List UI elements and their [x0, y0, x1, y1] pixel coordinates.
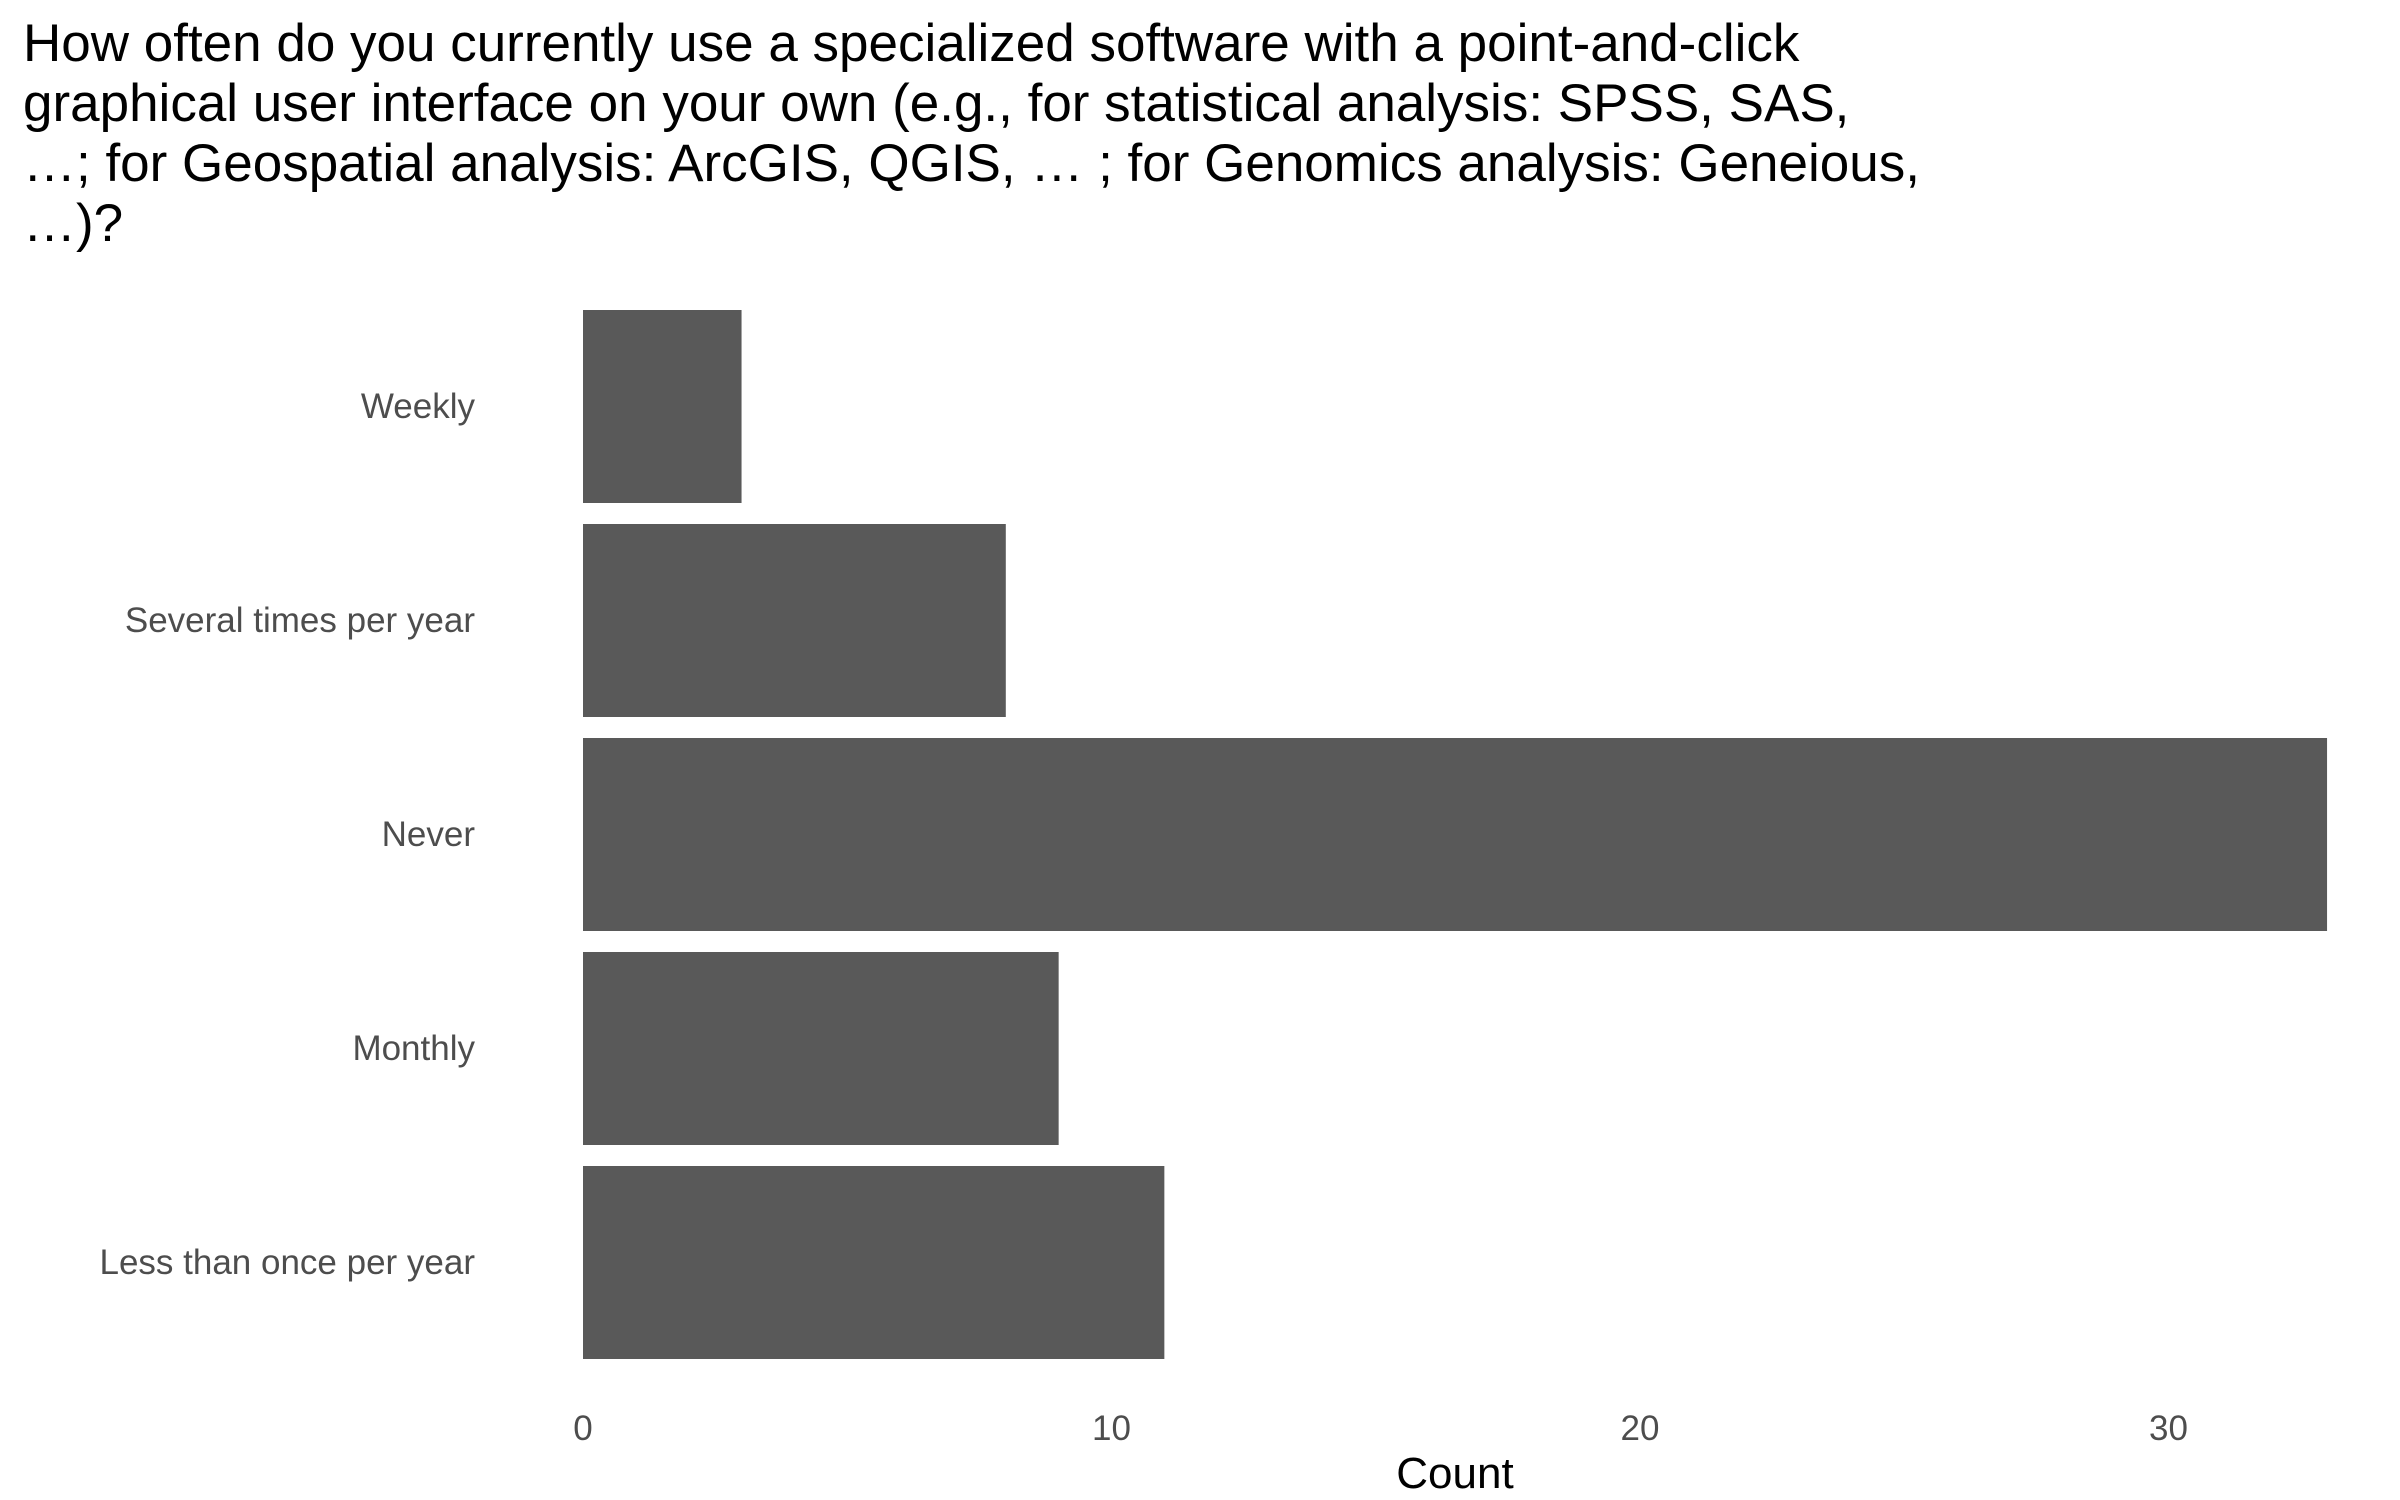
category-label: Never: [382, 815, 476, 854]
bar-several-times-per-year: [583, 524, 1006, 717]
category-label: Weekly: [361, 387, 476, 426]
bars-group: [583, 310, 2328, 1359]
chart-title: How often do you currently use a special…: [23, 14, 1920, 253]
x-tick-label: 10: [1092, 1409, 1131, 1448]
x-tick-label: 20: [1621, 1409, 1660, 1448]
category-label: Less than once per year: [99, 1243, 475, 1282]
category-label: Monthly: [352, 1029, 475, 1068]
bar-weekly: [583, 310, 742, 503]
x-tick-label: 30: [2149, 1409, 2188, 1448]
bar-monthly: [583, 952, 1059, 1145]
x-tick-label: 0: [573, 1409, 592, 1448]
category-labels: Weekly Several times per year Never Monthly…: [99, 387, 475, 1282]
x-axis-title: Count: [1396, 1449, 1513, 1498]
bar-never: [583, 738, 2328, 931]
category-label: Several times per year: [125, 601, 475, 640]
x-axis-ticks: 0 10 20 30: [573, 1409, 2188, 1448]
bar-less-than-once-per-year: [583, 1166, 1165, 1359]
